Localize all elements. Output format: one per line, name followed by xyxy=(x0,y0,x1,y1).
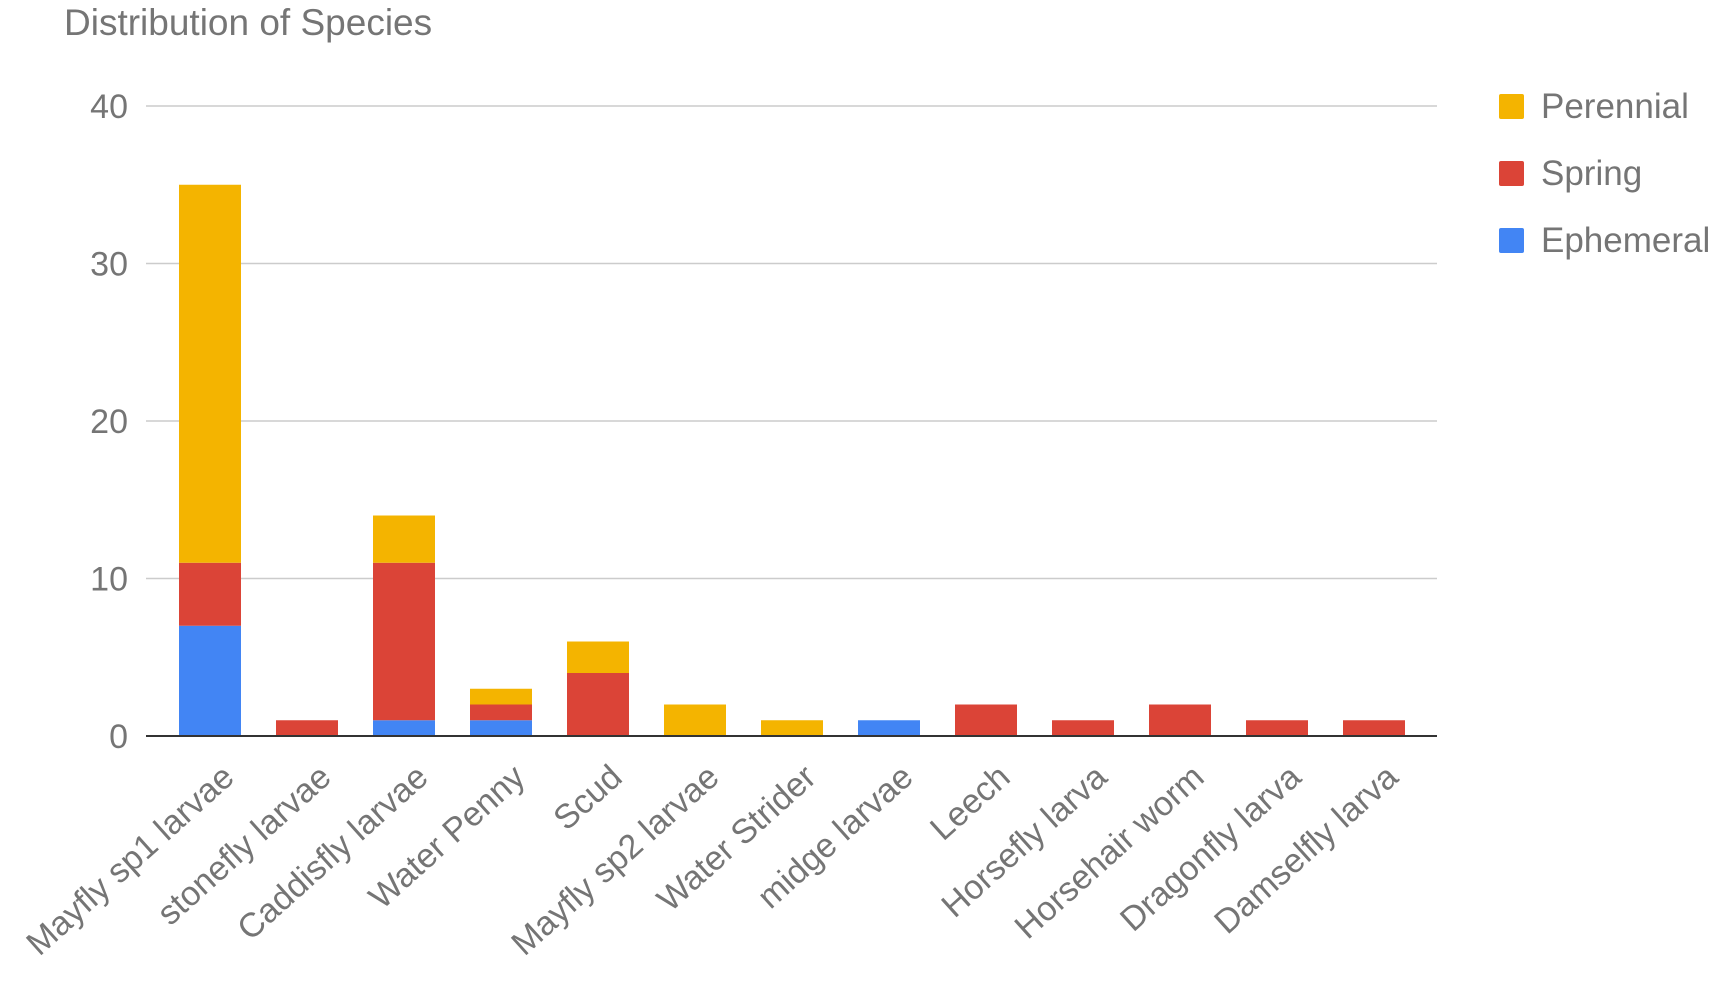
bar-spring-10[interactable] xyxy=(1149,704,1211,737)
bar-spring-12[interactable] xyxy=(1343,720,1405,736)
x-tick-label: Horsefly larva xyxy=(934,758,1114,925)
bar-spring-2[interactable] xyxy=(373,562,435,721)
bar-spring-11[interactable] xyxy=(1246,720,1308,736)
y-tick-label: 40 xyxy=(90,88,128,126)
x-tick-label: Scud xyxy=(546,758,629,838)
bar-perennial-0[interactable] xyxy=(179,184,241,563)
legend-item-ephemeral[interactable]: Ephemeral xyxy=(1499,221,1710,260)
bar-perennial-6[interactable] xyxy=(761,720,823,736)
gridlines xyxy=(146,105,1437,580)
bar-spring-4[interactable] xyxy=(567,673,629,736)
legend-swatch xyxy=(1499,94,1524,119)
bar-perennial-4[interactable] xyxy=(567,641,629,674)
bar-spring-1[interactable] xyxy=(276,720,338,736)
bar-spring-8[interactable] xyxy=(955,704,1017,737)
bar-perennial-3[interactable] xyxy=(470,688,532,705)
bar-perennial-2[interactable] xyxy=(373,515,435,563)
bar-ephemeral-3[interactable] xyxy=(470,720,532,736)
bar-ephemeral-0[interactable] xyxy=(179,625,241,736)
legend-item-spring[interactable]: Spring xyxy=(1499,154,1642,193)
chart-title: Distribution of Species xyxy=(64,2,433,43)
bar-spring-0[interactable] xyxy=(179,562,241,626)
legend-item-perennial[interactable]: Perennial xyxy=(1499,87,1689,126)
y-tick-label: 10 xyxy=(90,561,128,599)
legend-label: Ephemeral xyxy=(1541,221,1710,260)
legend-swatch xyxy=(1499,161,1524,186)
legend-label: Spring xyxy=(1541,154,1642,193)
bar-ephemeral-7[interactable] xyxy=(858,720,920,736)
bars xyxy=(179,184,1405,737)
y-axis-ticks: 0 10 20 30 40 xyxy=(90,88,128,756)
bar-spring-3[interactable] xyxy=(470,704,532,721)
y-tick-label: 30 xyxy=(90,246,128,284)
bar-ephemeral-2[interactable] xyxy=(373,720,435,736)
legend-label: Perennial xyxy=(1541,87,1689,126)
bar-spring-9[interactable] xyxy=(1052,720,1114,736)
y-tick-label: 0 xyxy=(109,718,128,756)
legend[interactable]: Perennial Spring Ephemeral xyxy=(1499,87,1710,260)
bar-perennial-5[interactable] xyxy=(664,704,726,737)
y-tick-label: 20 xyxy=(90,403,128,441)
legend-swatch xyxy=(1499,228,1524,253)
